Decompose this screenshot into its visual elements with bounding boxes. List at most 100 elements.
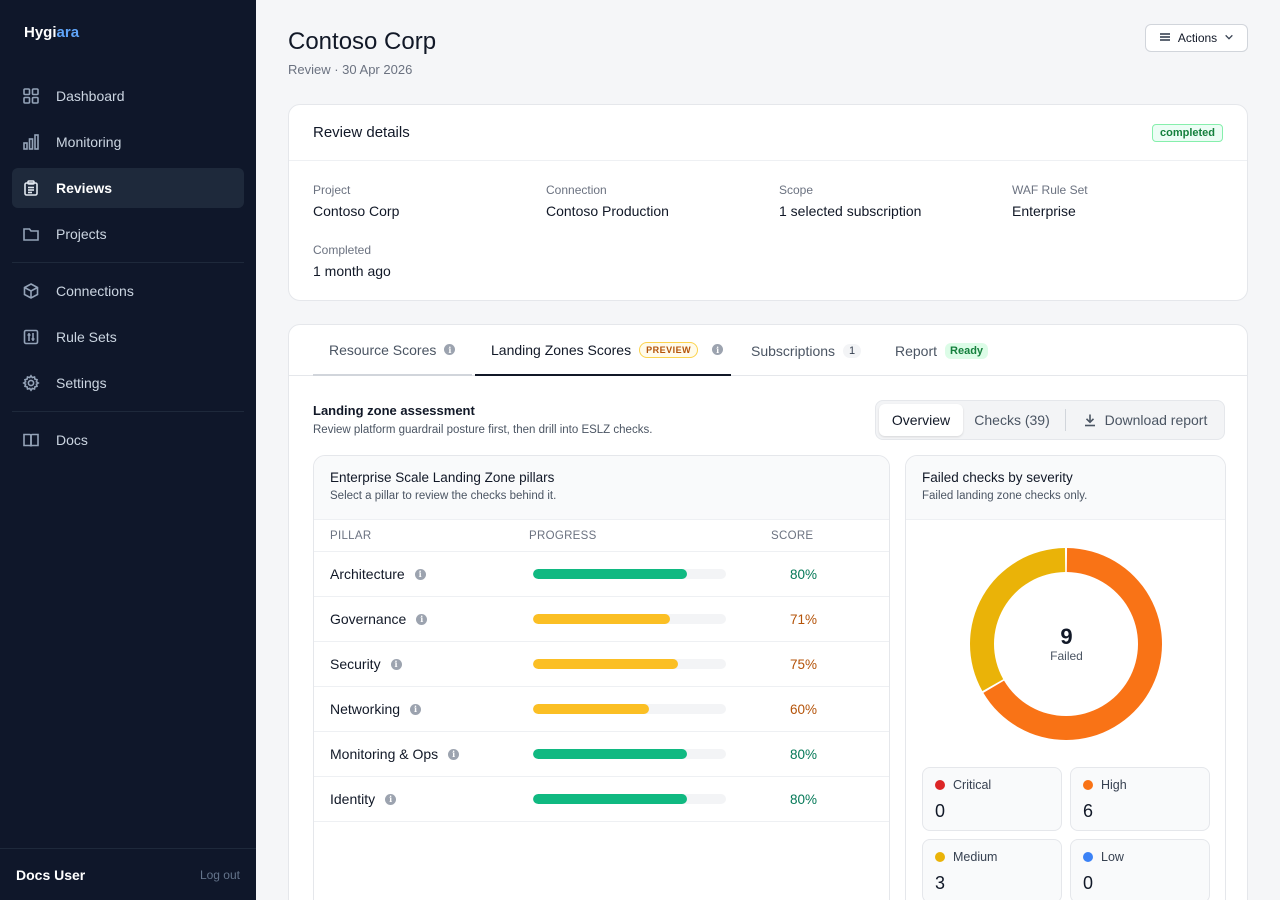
pillar-name: Architecture bbox=[330, 566, 405, 582]
info-icon[interactable]: i bbox=[414, 568, 426, 580]
column-pillar: PILLAR bbox=[330, 530, 372, 542]
sidebar-item-dashboard[interactable]: Dashboard bbox=[12, 76, 244, 116]
chevron-down-icon bbox=[1224, 31, 1234, 45]
severity-high[interactable]: High 6 bbox=[1070, 767, 1210, 831]
pillar-row[interactable]: Identity i 80% bbox=[314, 777, 889, 822]
pillar-name: Monitoring & Ops bbox=[330, 746, 439, 762]
page-subtitle: Review · 30 Apr 2026 bbox=[288, 62, 413, 77]
pillar-row[interactable]: Networking i 60% bbox=[314, 687, 889, 732]
sidebar-item-monitoring[interactable]: Monitoring bbox=[12, 122, 244, 162]
gear-icon bbox=[22, 374, 40, 392]
pillars-table-header: PILLAR PROGRESS SCORE bbox=[314, 520, 889, 552]
severity-subtitle: Failed landing zone checks only. bbox=[922, 490, 1088, 502]
logout-link[interactable]: Log out bbox=[199, 867, 240, 882]
pillar-score: 80% bbox=[790, 792, 818, 807]
tab-label: Resource Scores bbox=[329, 341, 437, 358]
sidebar-item-settings[interactable]: Settings bbox=[12, 363, 244, 403]
brand-logo[interactable]: Hygiara bbox=[24, 24, 79, 41]
sidebar-item-label: Reviews bbox=[56, 180, 113, 196]
info-icon[interactable]: i bbox=[416, 613, 428, 625]
progress-track bbox=[533, 614, 726, 624]
pillar-row[interactable]: Monitoring & Ops i 80% bbox=[314, 732, 889, 777]
brand-name-accent: ara bbox=[56, 24, 80, 41]
pillar-name: Governance bbox=[330, 611, 407, 627]
sidebar-item-label: Dashboard bbox=[56, 88, 125, 104]
info-icon[interactable]: i bbox=[390, 658, 402, 670]
pillar-row[interactable]: Security i 75% bbox=[314, 642, 889, 687]
actions-label: Actions bbox=[1177, 31, 1218, 45]
sidebar-item-reviews[interactable]: Reviews bbox=[12, 168, 244, 208]
severity-low[interactable]: Low 0 bbox=[1070, 839, 1210, 900]
info-icon[interactable]: i bbox=[444, 344, 456, 355]
severity-value: 0 bbox=[935, 801, 946, 821]
sidebar-item-projects[interactable]: Projects bbox=[12, 214, 244, 254]
severity-title: Failed checks by severity bbox=[922, 470, 1073, 485]
download-report-button[interactable]: Download report bbox=[1070, 404, 1220, 436]
sidebar-item-docs[interactable]: Docs bbox=[12, 420, 244, 460]
sidebar-item-connections[interactable]: Connections bbox=[12, 271, 244, 311]
field-waf-rule-set: WAF Rule Set Enterprise bbox=[1012, 183, 1088, 219]
view-switcher: Overview Checks (39) Download report bbox=[875, 400, 1225, 440]
overview-button[interactable]: Overview bbox=[879, 404, 963, 436]
high-dot bbox=[1083, 780, 1093, 790]
info-icon[interactable]: i bbox=[712, 344, 724, 355]
info-icon[interactable]: i bbox=[385, 793, 397, 805]
field-value: Enterprise bbox=[1012, 203, 1076, 219]
low-dot bbox=[1083, 852, 1093, 862]
pillar-name-cell: Governance i bbox=[330, 611, 428, 627]
tab-subscriptions[interactable]: Subscriptions 1 bbox=[735, 325, 862, 376]
tab-label: Subscriptions bbox=[751, 342, 836, 359]
review-details-title: Review details bbox=[313, 124, 410, 141]
ready-badge: Ready bbox=[945, 342, 989, 359]
sidebar-item-label: Connections bbox=[56, 283, 134, 299]
actions-button[interactable]: Actions bbox=[1145, 24, 1248, 52]
donut-slice-medium[interactable] bbox=[970, 548, 1066, 692]
checks-button[interactable]: Checks (39) bbox=[974, 412, 1050, 428]
pillar-score: 71% bbox=[790, 612, 818, 627]
progress-fill bbox=[533, 704, 649, 714]
brand-name-main: Hygi bbox=[24, 24, 57, 41]
sidebar-item-label: Projects bbox=[56, 226, 107, 242]
failed-total-label: Failed bbox=[1050, 649, 1083, 663]
progress-track bbox=[533, 704, 726, 714]
scores-card: Resource Scores i Landing Zones Scores P… bbox=[288, 324, 1248, 900]
pillar-name-cell: Identity i bbox=[330, 791, 397, 807]
severity-label: Medium bbox=[953, 850, 998, 864]
pillar-row[interactable]: Governance i 71% bbox=[314, 597, 889, 642]
book-icon bbox=[22, 431, 40, 449]
tab-landing-zones-scores[interactable]: Landing Zones Scores PREVIEW i bbox=[475, 325, 731, 376]
field-scope: Scope 1 selected subscription bbox=[779, 183, 921, 219]
sidebar-footer: Docs User Log out bbox=[0, 848, 256, 900]
tab-report[interactable]: Report Ready bbox=[879, 325, 989, 376]
severity-label: High bbox=[1101, 778, 1127, 792]
pillars-subtitle: Select a pillar to review the checks beh… bbox=[330, 490, 557, 502]
critical-dot bbox=[935, 780, 945, 790]
severity-donut-chart bbox=[970, 548, 1162, 740]
pillar-score: 80% bbox=[790, 747, 818, 762]
progress-track bbox=[533, 749, 726, 759]
field-connection: Connection Contoso Production bbox=[546, 183, 669, 219]
failed-total: 9 bbox=[1060, 624, 1073, 649]
download-label: Download report bbox=[1104, 412, 1208, 428]
tab-resource-scores[interactable]: Resource Scores i bbox=[313, 325, 472, 376]
info-icon[interactable]: i bbox=[410, 703, 422, 715]
sidebar-item-rule-sets[interactable]: Rule Sets bbox=[12, 317, 244, 357]
pillar-name: Security bbox=[330, 656, 381, 672]
info-icon[interactable]: i bbox=[448, 748, 460, 760]
pillar-name: Networking bbox=[330, 701, 401, 717]
pillar-score: 75% bbox=[790, 657, 818, 672]
bar-chart-icon bbox=[22, 133, 40, 151]
field-value: 1 selected subscription bbox=[779, 203, 922, 219]
sidebar-item-label: Docs bbox=[56, 432, 88, 448]
field-label: WAF Rule Set bbox=[1012, 183, 1088, 197]
column-progress: PROGRESS bbox=[529, 530, 597, 542]
severity-medium[interactable]: Medium 3 bbox=[922, 839, 1062, 900]
pillar-row[interactable]: Architecture i 80% bbox=[314, 552, 889, 597]
pillars-panel: Enterprise Scale Landing Zone pillars Se… bbox=[313, 455, 890, 900]
download-icon bbox=[1083, 413, 1105, 427]
severity-critical[interactable]: Critical 0 bbox=[922, 767, 1062, 831]
user-name: Docs User bbox=[16, 866, 86, 883]
folder-icon bbox=[22, 225, 40, 243]
sliders-icon bbox=[22, 328, 40, 346]
assessment-title: Landing zone assessment bbox=[313, 403, 475, 418]
